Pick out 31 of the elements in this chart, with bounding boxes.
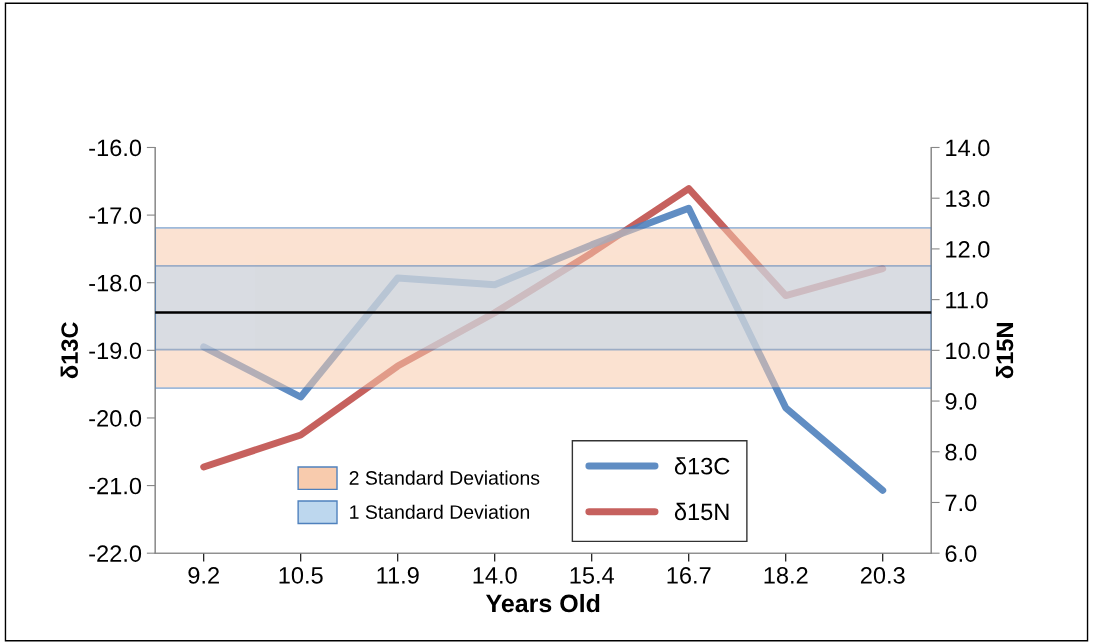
x-tick-label: 16.7 bbox=[667, 567, 711, 584]
y2-tick-label: 12.0 bbox=[946, 240, 990, 258]
x-tick-label: 9.2 bbox=[188, 567, 219, 584]
x-tick-label: 10.5 bbox=[279, 567, 323, 584]
y2-tick-label: 9.0 bbox=[945, 393, 977, 410]
y2-tick-label: 7.0 bbox=[945, 494, 977, 512]
x-tick-label: 14.0 bbox=[473, 567, 517, 584]
legend-label: δ15N bbox=[674, 502, 729, 521]
x-axis-title: Years Old bbox=[485, 593, 600, 613]
x-tick-label: 20.3 bbox=[860, 567, 905, 584]
y2-tick-label: 11.0 bbox=[946, 291, 988, 309]
y2-tick-label: 8.0 bbox=[945, 443, 977, 461]
y2-tick-label: 10.0 bbox=[946, 342, 990, 360]
x-tick-label: 15.4 bbox=[570, 567, 615, 584]
y2-axis-title: δ15N bbox=[995, 323, 1014, 379]
y-tick-label: -16.0 bbox=[89, 139, 142, 157]
y-tick-label: -21.0 bbox=[89, 477, 142, 495]
x-tick-label: 18.2 bbox=[764, 567, 808, 584]
y2-tick-label: 6.0 bbox=[945, 545, 977, 562]
y-tick-label: -19.0 bbox=[89, 342, 142, 360]
y-tick-label: -17.0 bbox=[89, 207, 142, 224]
y2-tick-label: 13.0 bbox=[946, 190, 990, 207]
y-tick-label: -22.0 bbox=[89, 545, 142, 562]
y2-tick-label: 14.0 bbox=[946, 139, 990, 157]
legend-label: δ13C bbox=[674, 457, 730, 475]
y-tick-label: -20.0 bbox=[89, 410, 142, 427]
legend-label: 2 Standard Deviations bbox=[349, 470, 540, 485]
x-tick-label: 11.9 bbox=[377, 567, 419, 584]
y-axis-title: δ13C bbox=[60, 322, 79, 379]
legend-label: 1 Standard Deviation bbox=[350, 504, 530, 519]
y-tick-label: -18.0 bbox=[89, 274, 142, 292]
